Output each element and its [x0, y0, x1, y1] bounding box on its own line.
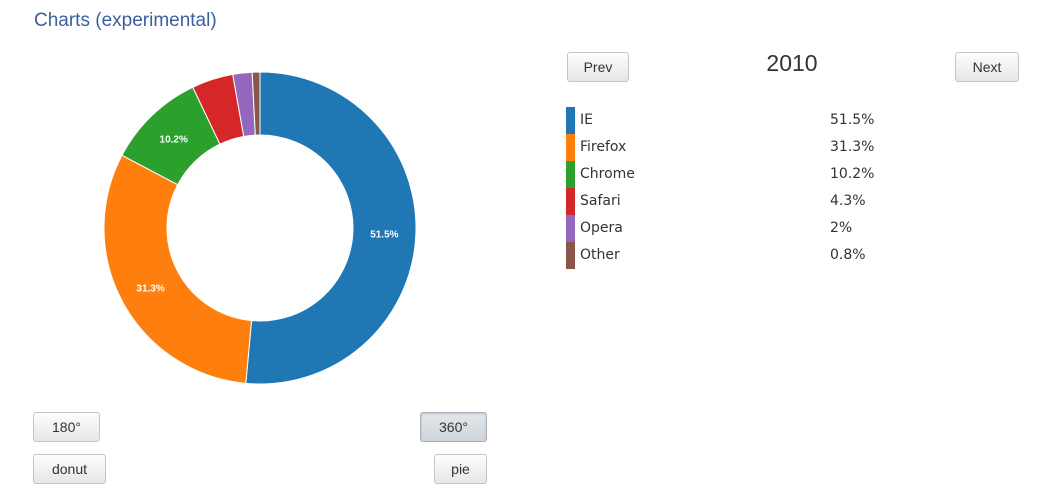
legend-label: Opera — [580, 220, 623, 236]
legend-row-ie: IE 51.5% — [566, 107, 906, 134]
next-button[interactable]: Next — [955, 52, 1019, 82]
legend-swatch — [566, 107, 575, 134]
slice-label-chrome: 10.2% — [160, 134, 188, 145]
legend-row-firefox: Firefox 31.3% — [566, 134, 906, 161]
slice-other[interactable] — [251, 71, 261, 136]
legend-value: 51.5% — [830, 112, 875, 128]
legend-label: IE — [580, 112, 593, 128]
slice-firefox[interactable] — [103, 154, 253, 384]
legend-value: 10.2% — [830, 166, 875, 182]
legend-swatch — [566, 161, 575, 188]
year-title: 2010 — [766, 50, 818, 76]
donut-button[interactable]: donut — [33, 454, 106, 484]
donut-chart-svg: 51.5% 31.3% 10.2% — [103, 71, 417, 385]
legend-swatch — [566, 188, 575, 215]
legend-swatch — [566, 215, 575, 242]
legend-value: 2% — [830, 220, 853, 236]
prev-button[interactable]: Prev — [567, 52, 629, 82]
pie-button[interactable]: pie — [434, 454, 487, 484]
slice-ie[interactable] — [245, 71, 417, 385]
slice-label-firefox: 31.3% — [136, 283, 164, 294]
slice-label-ie: 51.5% — [370, 230, 398, 241]
legend-label: Safari — [580, 193, 621, 209]
page-title: Charts (experimental) — [34, 10, 217, 31]
legend-row-other: Other 0.8% — [566, 242, 906, 269]
legend-label: Firefox — [580, 139, 627, 155]
legend-value: 4.3% — [830, 193, 866, 209]
legend-swatch — [566, 242, 575, 269]
legend-label: Chrome — [580, 166, 635, 182]
legend-row-safari: Safari 4.3% — [566, 188, 906, 215]
donut-chart: 51.5% 31.3% 10.2% — [90, 58, 430, 398]
legend-value: 31.3% — [830, 139, 875, 155]
legend-row-opera: Opera 2% — [566, 215, 906, 242]
legend-label: Other — [580, 247, 620, 263]
angle-180-button[interactable]: 180° — [33, 412, 100, 442]
angle-360-button[interactable]: 360° — [420, 412, 487, 442]
legend-value: 0.8% — [830, 247, 866, 263]
legend-row-chrome: Chrome 10.2% — [566, 161, 906, 188]
legend: IE 51.5% Firefox 31.3% Chrome 10.2% Safari 4.3%… — [566, 107, 906, 269]
legend-swatch — [566, 134, 575, 161]
